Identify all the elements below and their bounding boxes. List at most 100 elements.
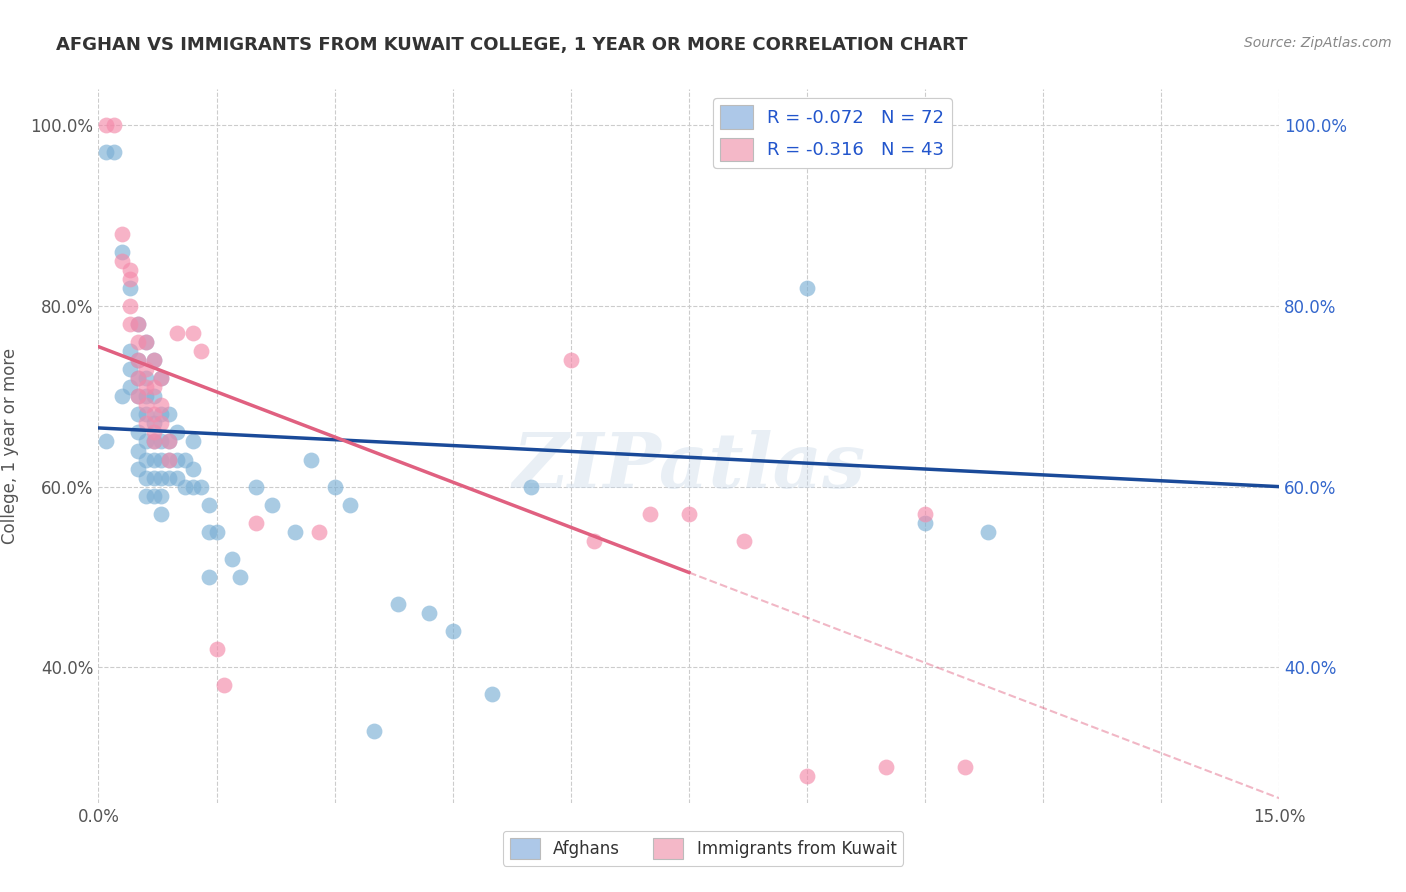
Point xyxy=(363,723,385,738)
Point xyxy=(127,335,149,350)
Point xyxy=(914,507,936,521)
Point xyxy=(103,119,125,133)
Point xyxy=(135,434,157,449)
Point xyxy=(229,570,252,584)
Point xyxy=(875,759,897,773)
Point xyxy=(142,353,165,368)
Point xyxy=(339,498,361,512)
Point xyxy=(166,452,188,467)
Point xyxy=(260,498,283,512)
Point xyxy=(977,524,1000,539)
Point xyxy=(197,524,219,539)
Point xyxy=(638,507,661,521)
Point xyxy=(150,489,173,503)
Point xyxy=(111,227,134,241)
Point xyxy=(111,389,134,403)
Point xyxy=(118,344,141,359)
Point xyxy=(166,326,188,340)
Point xyxy=(441,624,464,639)
Point xyxy=(127,371,149,385)
Point xyxy=(142,425,165,440)
Point xyxy=(135,389,157,403)
Point xyxy=(583,533,606,548)
Point xyxy=(190,480,212,494)
Point xyxy=(181,480,204,494)
Point xyxy=(150,371,173,385)
Point xyxy=(205,524,228,539)
Point xyxy=(181,326,204,340)
Point xyxy=(135,489,157,503)
Point xyxy=(111,253,134,268)
Point xyxy=(96,434,118,449)
Point xyxy=(150,408,173,422)
Point xyxy=(150,371,173,385)
Point xyxy=(135,408,157,422)
Point xyxy=(150,507,173,521)
Point xyxy=(142,470,165,484)
Point xyxy=(157,434,180,449)
Text: ZIPatlas: ZIPatlas xyxy=(512,431,866,504)
Point xyxy=(181,434,204,449)
Point xyxy=(520,480,543,494)
Point xyxy=(142,434,165,449)
Point xyxy=(284,524,307,539)
Point xyxy=(157,408,180,422)
Point xyxy=(560,353,582,368)
Point xyxy=(135,371,157,385)
Point xyxy=(166,470,188,484)
Point xyxy=(135,335,157,350)
Point xyxy=(308,524,330,539)
Point xyxy=(135,417,157,431)
Point xyxy=(135,335,157,350)
Point xyxy=(299,452,322,467)
Point xyxy=(142,408,165,422)
Point xyxy=(142,489,165,503)
Point xyxy=(135,470,157,484)
Point xyxy=(166,425,188,440)
Point xyxy=(118,263,141,277)
Point xyxy=(118,299,141,313)
Point xyxy=(418,606,440,620)
Point xyxy=(245,516,267,530)
Point xyxy=(678,507,700,521)
Point xyxy=(733,533,755,548)
Point xyxy=(245,480,267,494)
Point xyxy=(142,417,165,431)
Point xyxy=(150,470,173,484)
Point xyxy=(142,389,165,403)
Point xyxy=(103,145,125,160)
Point xyxy=(197,498,219,512)
Point xyxy=(127,353,149,368)
Point xyxy=(135,362,157,376)
Point xyxy=(111,244,134,259)
Point xyxy=(190,344,212,359)
Point xyxy=(127,408,149,422)
Point xyxy=(197,570,219,584)
Point xyxy=(118,362,141,376)
Point xyxy=(135,380,157,394)
Point xyxy=(205,642,228,657)
Point xyxy=(127,317,149,331)
Point xyxy=(135,452,157,467)
Legend: Afghans, Immigrants from Kuwait: Afghans, Immigrants from Kuwait xyxy=(503,831,903,866)
Point xyxy=(118,317,141,331)
Point xyxy=(142,353,165,368)
Point xyxy=(150,398,173,412)
Text: Source: ZipAtlas.com: Source: ZipAtlas.com xyxy=(1244,36,1392,50)
Point xyxy=(127,371,149,385)
Point xyxy=(481,687,503,701)
Point xyxy=(142,380,165,394)
Point xyxy=(796,281,818,295)
Y-axis label: College, 1 year or more: College, 1 year or more xyxy=(1,348,20,544)
Point xyxy=(214,678,236,692)
Point xyxy=(181,461,204,475)
Point xyxy=(127,461,149,475)
Point xyxy=(221,552,243,566)
Point xyxy=(96,119,118,133)
Point xyxy=(142,434,165,449)
Point xyxy=(174,480,197,494)
Point xyxy=(127,317,149,331)
Point xyxy=(387,597,409,611)
Point xyxy=(127,425,149,440)
Text: AFGHAN VS IMMIGRANTS FROM KUWAIT COLLEGE, 1 YEAR OR MORE CORRELATION CHART: AFGHAN VS IMMIGRANTS FROM KUWAIT COLLEGE… xyxy=(56,36,967,54)
